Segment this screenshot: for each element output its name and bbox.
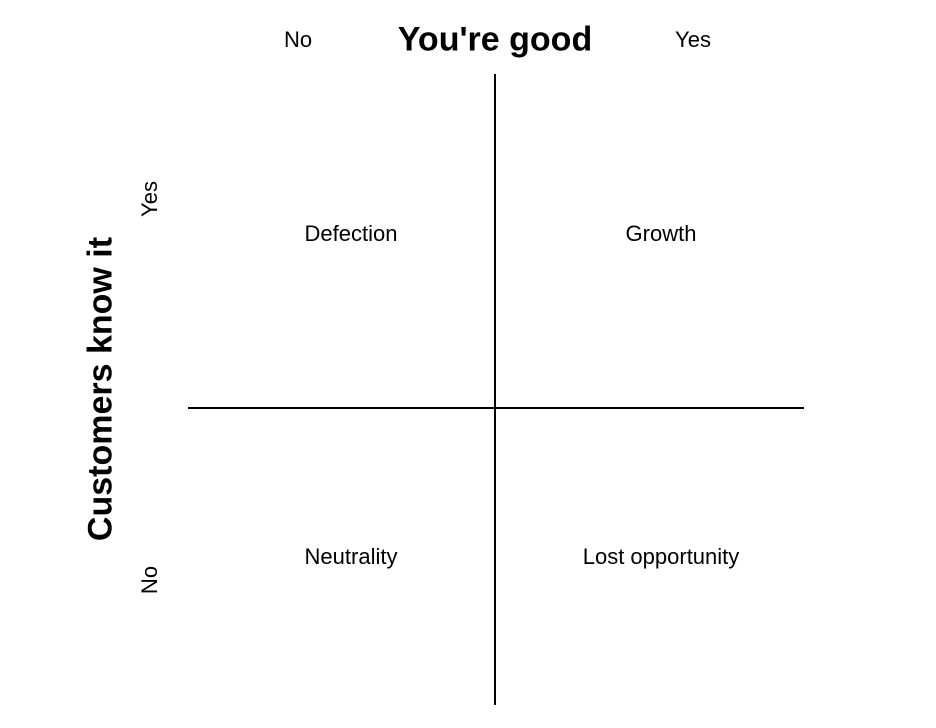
quadrant-growth: Growth <box>625 221 697 246</box>
x-axis-no-label: No <box>283 27 313 52</box>
x-axis-title: You're good <box>397 20 593 59</box>
quadrant-defection: Defection <box>304 221 398 246</box>
quadrant-lost-opportunity: Lost opportunity <box>582 544 740 569</box>
quadrant-neutrality: Neutrality <box>304 544 398 569</box>
y-axis-yes-label: Yes <box>137 181 162 217</box>
vertical-axis-line <box>494 74 496 705</box>
x-axis-yes-label: Yes <box>675 27 711 52</box>
y-axis-no-label: No <box>137 565 162 595</box>
horizontal-axis-line <box>188 407 804 409</box>
y-axis-title: Customers know it <box>81 236 120 542</box>
